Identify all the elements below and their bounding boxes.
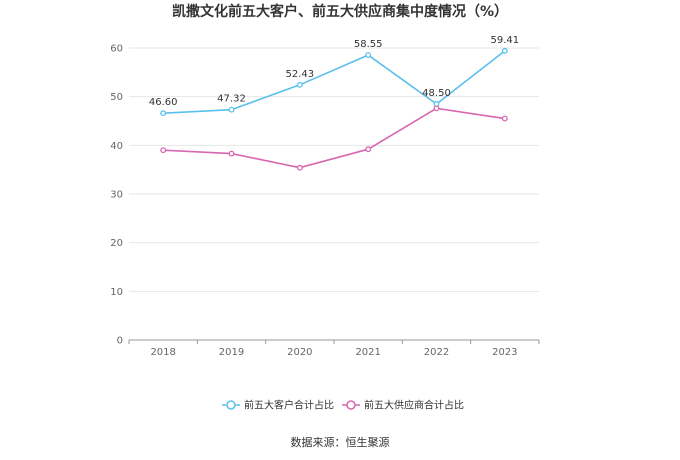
data-point[interactable] <box>228 150 235 157</box>
legend-label: 前五大供应商合计占比 <box>364 399 464 412</box>
data-label: 59.41 <box>491 35 520 46</box>
legend-item[interactable]: 前五大供应商合计占比 <box>342 399 464 412</box>
data-point[interactable] <box>160 147 167 154</box>
x-tick-label: 2020 <box>287 347 312 358</box>
data-point[interactable] <box>296 164 303 171</box>
series-line <box>163 107 505 169</box>
legend-label: 前五大客户合计占比 <box>244 399 334 412</box>
data-label: 58.55 <box>354 39 383 50</box>
data-point[interactable] <box>501 115 508 122</box>
y-tick-label: 0 <box>117 336 123 347</box>
data-label: 46.60 <box>149 97 178 108</box>
legend-marker <box>226 400 236 410</box>
x-axis-ticks: 2018 2019 2020 2021 2022 2023 <box>128 340 540 358</box>
x-tick-label: 2021 <box>355 347 380 358</box>
data-label: 48.50 <box>422 88 451 99</box>
legend-item[interactable]: 前五大客户合计占比 <box>222 399 334 412</box>
chart-title: 凯撒文化前五大客户、前五大供应商集中度情况（%） <box>172 3 508 20</box>
series-line <box>163 50 506 114</box>
y-tick-label: 50 <box>110 92 123 103</box>
legend: 前五大客户合计占比 前五大供应商合计占比 <box>222 399 464 412</box>
data-label: 47.32 <box>217 94 246 105</box>
data-point[interactable] <box>365 146 372 153</box>
data-point[interactable] <box>160 110 167 117</box>
y-tick-label: 40 <box>110 141 123 152</box>
x-tick-label: 2018 <box>150 347 175 358</box>
grid-lines <box>129 47 539 292</box>
data-point[interactable] <box>433 105 440 112</box>
y-tick-label: 10 <box>110 287 123 298</box>
data-point[interactable] <box>228 106 235 113</box>
y-tick-label: 20 <box>110 238 123 249</box>
data-point[interactable] <box>365 52 372 59</box>
x-tick-label: 2019 <box>219 347 244 358</box>
source-note: 数据来源：恒生聚源 <box>291 435 390 449</box>
data-point[interactable] <box>296 81 303 88</box>
x-tick-label: 2023 <box>492 347 517 358</box>
series-group: 46.60 47.32 52.43 58.55 48.50 59.41 <box>149 35 520 171</box>
legend-marker <box>346 400 356 410</box>
data-point[interactable] <box>501 47 508 54</box>
data-label: 52.43 <box>286 69 315 80</box>
y-tick-label: 60 <box>110 44 123 55</box>
series-2 <box>160 105 508 171</box>
y-tick-label: 30 <box>110 190 123 201</box>
series-1: 46.60 47.32 52.43 58.55 48.50 59.41 <box>149 35 520 117</box>
x-tick-label: 2022 <box>424 347 449 358</box>
y-axis-ticks: 0 10 20 30 40 50 60 <box>110 44 123 347</box>
